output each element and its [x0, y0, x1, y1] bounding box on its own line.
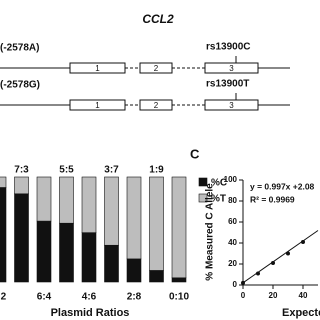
x-tick-label: 7:3: [14, 165, 29, 176]
bar-segment: [59, 176, 74, 224]
x-tick-label: 8:2: [0, 292, 7, 303]
exon-number: 1: [95, 101, 100, 110]
x-axis-title: Expecte: [282, 307, 320, 319]
trend-line: [242, 230, 319, 284]
snp-label: rs13900C: [206, 42, 250, 53]
y-tick-label: 40: [228, 238, 237, 247]
x-tick-label: 20: [269, 291, 278, 300]
bar-segment: [81, 232, 97, 283]
bar-segment: [126, 258, 142, 283]
bar-segment: [126, 176, 142, 260]
exon-number: 2: [154, 64, 159, 73]
panel-label: C: [190, 146, 200, 161]
x-axis-title: Plasmid Ratios: [51, 307, 130, 319]
r-squared: R² = 0.9969: [250, 194, 295, 204]
bar-segment: [0, 187, 7, 283]
data-point: [241, 280, 245, 285]
y-tick-label: 20: [228, 259, 237, 268]
legend-swatch: [198, 177, 208, 187]
legend-label: %T: [211, 194, 226, 205]
data-point: [286, 251, 290, 256]
x-tick-label: 3:7: [104, 165, 119, 176]
exon: [69, 62, 126, 74]
bar-segment: [171, 277, 187, 283]
bar-segment: [0, 176, 7, 188]
snp-label: rs13900T: [206, 79, 249, 90]
exon-number: 2: [154, 101, 159, 110]
equation: y = 0.997x +2.08: [250, 181, 315, 191]
legend-swatch: [198, 193, 208, 203]
bar-segment: [149, 270, 164, 283]
y-tick-label: 60: [228, 217, 237, 226]
x-tick-label: 0:10: [169, 292, 189, 303]
data-point: [271, 260, 275, 265]
exon: [204, 62, 259, 74]
diagram-title: CCL2: [142, 12, 174, 26]
x-tick-label: 6:4: [37, 292, 52, 303]
data-point: [256, 271, 260, 276]
bar-segment: [36, 220, 52, 283]
bar-segment: [104, 244, 119, 283]
bar-segment: [59, 222, 74, 283]
y-tick-label: 100: [224, 175, 238, 184]
legend-label: %C: [211, 178, 227, 189]
exon-number: 1: [95, 64, 100, 73]
x-tick-label: 1:9: [149, 165, 164, 176]
allele-label: (-2578A): [0, 43, 39, 54]
bar-segment: [104, 176, 119, 246]
y-tick-label: 0: [233, 280, 238, 289]
y-axis-title: % Measured C Allele: [205, 183, 216, 281]
y-tick-label: 80: [228, 196, 237, 205]
exon-number: 3: [229, 101, 234, 110]
x-tick-label: 0: [241, 291, 246, 300]
data-point: [301, 239, 305, 244]
x-tick-label: 2:8: [127, 292, 142, 303]
bar-segment: [171, 176, 187, 279]
x-tick-label: 5:5: [59, 165, 74, 176]
bar-segment: [149, 176, 164, 271]
bar-segment: [14, 176, 29, 195]
exon: [139, 99, 173, 111]
exon: [204, 99, 259, 111]
exon-number: 3: [229, 64, 234, 73]
allele-label: (-2578G): [0, 80, 40, 91]
x-tick-label: 40: [299, 291, 308, 300]
bar-segment: [14, 193, 29, 283]
x-tick-label: 4:6: [82, 292, 97, 303]
exon: [139, 62, 173, 74]
bar-segment: [36, 176, 52, 222]
bar-segment: [81, 176, 97, 233]
exon: [69, 99, 126, 111]
